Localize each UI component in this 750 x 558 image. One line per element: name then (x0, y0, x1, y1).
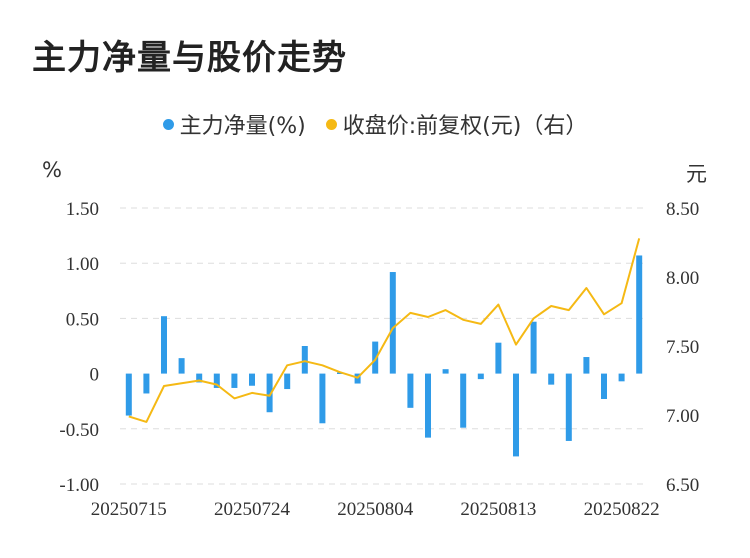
x-tick-label: 20250724 (214, 499, 291, 520)
x-tick-label: 20250813 (460, 499, 536, 520)
x-tick-label: 20250715 (91, 499, 167, 520)
left-tick-label: 1.50 (66, 199, 99, 220)
close-price-line (128, 238, 641, 423)
legend-dot-bar-icon (162, 118, 174, 130)
legend: 主力净量(%) 收盘价:前复权(元)（右） (0, 108, 750, 140)
net-volume-bar (231, 373, 238, 388)
net-volume-bar (548, 373, 555, 385)
net-volume-bar (618, 373, 625, 382)
net-volume-bar (513, 373, 519, 457)
net-volume-bar (389, 272, 396, 374)
left-tick-label: -1.00 (59, 475, 99, 496)
right-tick-label: 7.50 (666, 337, 699, 358)
x-tick-label: 20250804 (337, 499, 414, 520)
net-volume-bar (143, 373, 150, 394)
right-tick-label: 6.50 (666, 475, 699, 496)
net-volume-bar (319, 373, 326, 424)
net-volume-bar (530, 321, 537, 374)
chart-title: 主力净量与股价走势 (32, 38, 347, 78)
net-volume-bar (583, 357, 590, 374)
net-volume-bar (425, 373, 431, 438)
net-volume-bar (249, 373, 255, 386)
right-tick-label: 7.00 (666, 406, 699, 427)
left-tick-label: 0 (90, 365, 100, 386)
net-volume-bar (161, 316, 167, 374)
net-volume-bar (125, 373, 132, 416)
net-volume-bar (442, 369, 449, 374)
legend-dot-line-icon (325, 118, 337, 130)
left-tick-label: -0.50 (59, 420, 99, 441)
x-tick-label: 20250822 (584, 499, 660, 520)
net-volume-bar (460, 373, 467, 428)
net-volume-bar (301, 346, 308, 374)
net-volume-bar (495, 342, 502, 374)
net-volume-bar (565, 373, 572, 441)
legend-item-net-volume[interactable]: 主力净量(%) (162, 108, 306, 140)
left-axis-unit: % (42, 158, 62, 182)
left-tick-label: 1.00 (66, 254, 99, 275)
right-axis-unit: 元 (686, 162, 707, 186)
net-volume-bar (636, 255, 643, 374)
net-volume-bar (266, 373, 273, 413)
legend-item-close-price[interactable]: 收盘价:前复权(元)（右） (325, 108, 588, 140)
net-volume-bar (477, 373, 484, 380)
legend-label-close-price: 收盘价:前复权(元)（右） (342, 114, 588, 139)
net-volume-bar (372, 341, 379, 374)
net-volume-bar (284, 373, 291, 390)
net-volume-bar (178, 358, 185, 374)
left-tick-label: 0.50 (66, 309, 99, 330)
right-tick-label: 8.50 (666, 199, 699, 220)
net-volume-bar (196, 373, 203, 383)
net-volume-bar (213, 373, 220, 388)
net-volume-bar (601, 373, 607, 399)
right-tick-label: 8.00 (666, 268, 699, 289)
net-volume-bar (407, 373, 414, 408)
legend-label-net-volume: 主力净量(%) (179, 114, 306, 139)
